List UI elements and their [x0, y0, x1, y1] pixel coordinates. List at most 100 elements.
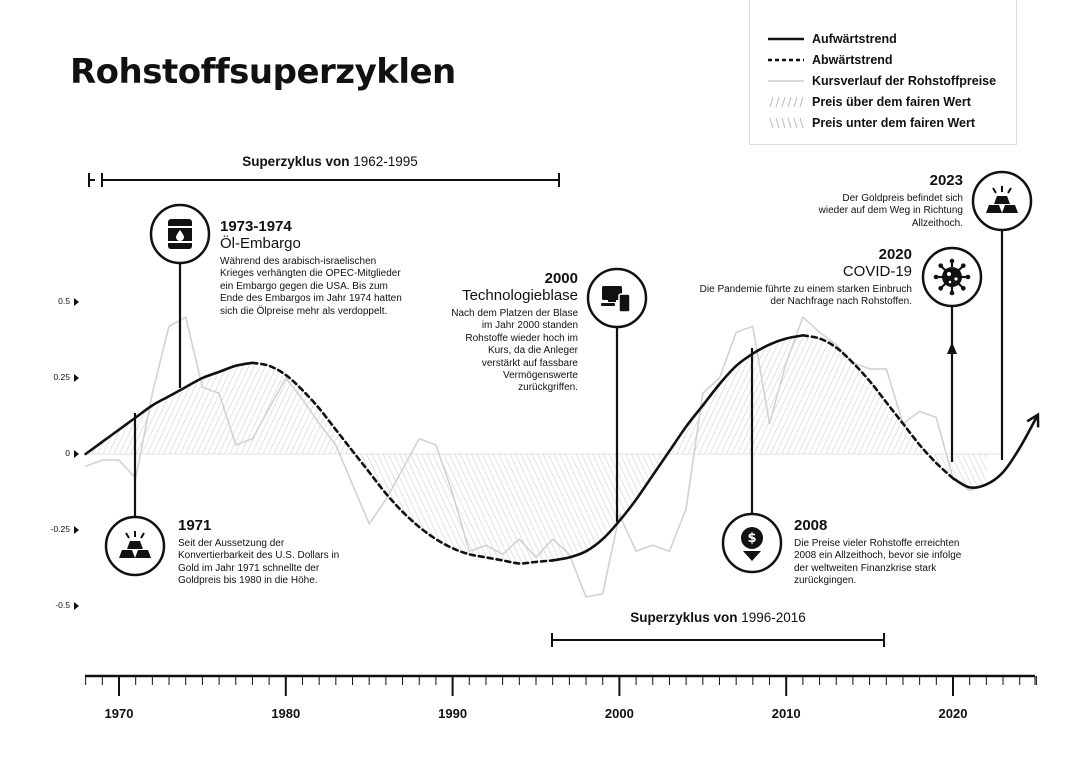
- hatch-forward-swatch: [769, 96, 804, 108]
- price-point-1969: [101, 459, 103, 461]
- pin-2023: [971, 170, 1033, 460]
- annotation-1973-subtitle: Öl-Embargo: [220, 235, 301, 252]
- price-point-2008: [752, 325, 754, 327]
- price-point-1978: [251, 438, 254, 440]
- price-point-1975: [201, 386, 203, 388]
- y-axis: [74, 298, 79, 610]
- y-tick-marker-1: [74, 374, 79, 382]
- virus-core: [942, 267, 962, 287]
- price-point-1988: [418, 438, 420, 440]
- spike-tip-7: [961, 263, 966, 268]
- y-tick-marker-0: [74, 298, 79, 306]
- barrel-ring-2: [167, 241, 193, 243]
- price-point-1985: [368, 523, 370, 525]
- spike-tip-6: [949, 258, 955, 264]
- price-point-2011: [802, 316, 804, 318]
- dollar-down-icon: $: [741, 527, 763, 561]
- annotation-1973-body: Während des arabisch-israelischen Kriege…: [220, 256, 402, 317]
- oil-drop: [176, 230, 184, 241]
- price-point-1999: [602, 593, 604, 595]
- virus-spot-3: [948, 280, 952, 284]
- spike-tip-1: [961, 286, 966, 291]
- price-point-2007: [735, 331, 737, 333]
- price-point-2009: [768, 423, 771, 425]
- gold-bars-icon: [119, 531, 151, 558]
- price-point-1970: [118, 459, 120, 461]
- shine-3: [140, 532, 145, 539]
- price-point-1976: [218, 392, 220, 394]
- price-point-2002: [652, 544, 654, 546]
- legend-item-above-fair: Preis über dem fairen Wert: [768, 93, 971, 111]
- y-tick-label-3: -0.25: [50, 524, 70, 534]
- oil-barrel-icon: [167, 219, 193, 249]
- annotation-2008-body: Die Preise vieler Rohstoffe erreichten 2…: [794, 538, 962, 587]
- dollar-sign: $: [747, 531, 756, 546]
- price-point-1994: [518, 538, 520, 540]
- page-title: Rohstoffsuperzyklen: [70, 52, 456, 92]
- trend-segment-2011-2020: [801, 334, 955, 480]
- x-axis: [85, 674, 1037, 696]
- area-below-fair-value: [85, 454, 987, 564]
- trend-segment-2020-2025: [951, 412, 1040, 490]
- legend-item-below-fair: Preis unter dem fairen Wert: [768, 114, 975, 132]
- annotation-1971-body: Seit der Aussetzung der Konvertierbarkei…: [178, 538, 340, 587]
- solid-line-swatch: [768, 37, 804, 41]
- price-point-1989: [435, 444, 437, 446]
- price-point-2012: [818, 331, 821, 333]
- virus-spot-1: [947, 272, 951, 276]
- annotation-2023-body: Der Goldpreis befindet sich wieder auf d…: [818, 193, 963, 229]
- annotation-2023-year: 2023: [929, 172, 963, 189]
- shine-2: [992, 187, 997, 194]
- y-tick-label-0: 0.5: [58, 296, 70, 306]
- supercycle-spans: [88, 173, 885, 647]
- x-tick-label-1970: 1970: [104, 706, 134, 721]
- annotation-2000-year: 2000: [544, 270, 578, 287]
- gold-bar-left: [986, 205, 1002, 213]
- annotation-2020-year: 2020: [878, 246, 912, 263]
- pin-2000: [586, 267, 648, 522]
- price-point-1980: [285, 377, 287, 379]
- price-point-1972: [151, 392, 153, 394]
- annotation-2020-body: Die Pandemie führte zu einem starken Ein…: [699, 284, 912, 308]
- keyboard: [601, 303, 615, 306]
- barrel-ring-1: [167, 226, 193, 228]
- legend-item-price: Kursverlauf der Rohstoffpreise: [768, 72, 996, 90]
- price-point-1995: [535, 556, 537, 558]
- pin-1973: [149, 203, 211, 388]
- spike-tip-2: [949, 290, 955, 296]
- price-point-1973: [168, 325, 170, 327]
- annotation-2008-year: 2008: [794, 517, 828, 534]
- price-point-1968: [85, 465, 87, 467]
- price-point-2003: [668, 550, 671, 552]
- price-point-2001: [635, 550, 637, 552]
- price-point-2000: [618, 514, 621, 516]
- price-point-1986: [385, 499, 387, 501]
- annotation-pins: $: [104, 170, 1033, 577]
- trend-segment-1978-1996: [251, 361, 554, 565]
- price-point-1984: [351, 483, 354, 485]
- gold-bar-top: [127, 541, 143, 549]
- dashed-line-swatch: [768, 58, 804, 62]
- price-point-1981: [301, 398, 304, 400]
- fair-value-hatch-area: [85, 335, 1004, 564]
- annotation-2008: 2008 Die Preise vieler Rohstoffe erreich…: [794, 517, 974, 588]
- virus-spot-2: [954, 277, 958, 281]
- annotation-2020: 2020 COVID-19 Die Pandemie führte zu ein…: [690, 246, 912, 309]
- spike-tip-0: [965, 274, 971, 280]
- annotation-1973-year: 1973-1974: [220, 218, 292, 235]
- virus-icon: [933, 258, 971, 296]
- legend: Aufwärtstrend Abwärtstrend Kursverlauf d…: [749, 0, 1017, 145]
- y-tick-label-1: 0.25: [53, 372, 70, 382]
- annotation-2020-subtitle: COVID-19: [842, 263, 912, 280]
- gray-line-swatch: [768, 80, 804, 82]
- price-point-2016: [885, 368, 887, 370]
- y-tick-label-2: 0: [65, 448, 70, 458]
- price-point-1992: [485, 544, 487, 546]
- annotation-2000-body: Nach dem Platzen der Blase im Jahr 2000 …: [451, 308, 578, 394]
- spike-tip-5: [938, 263, 943, 268]
- shine-3: [1007, 187, 1012, 194]
- price-point-1977: [235, 444, 237, 446]
- area-above-fair-value: [85, 335, 987, 454]
